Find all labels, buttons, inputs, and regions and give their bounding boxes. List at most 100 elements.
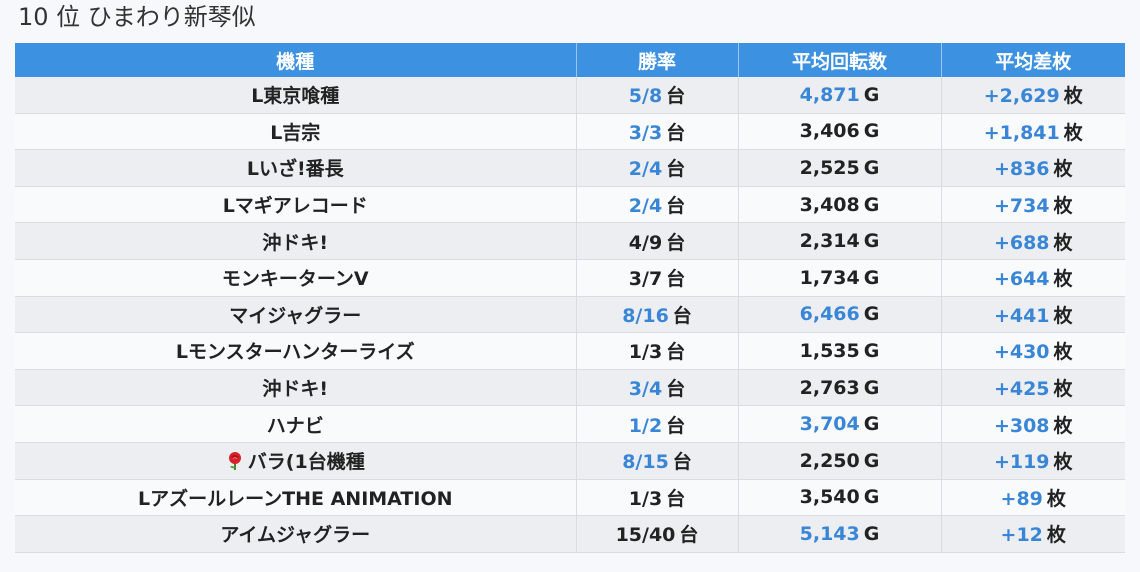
table-row[interactable]: ハナビ 1/2 台 3,704 G +308 枚 bbox=[15, 405, 1125, 443]
machine-name: 沖ドキ! bbox=[262, 231, 329, 254]
machine-name-cell[interactable]: LアズールレーンTHE ANIMATION bbox=[15, 479, 577, 517]
win-rate-unit: 台 bbox=[672, 304, 692, 327]
machine-name: 沖ドキ! bbox=[262, 378, 329, 401]
avg-diff-unit: 枚 bbox=[1053, 195, 1073, 218]
win-rate-unit: 台 bbox=[666, 268, 686, 291]
avg-spins-unit: G bbox=[863, 83, 880, 106]
avg-diff-cell: +836 枚 bbox=[941, 149, 1125, 187]
win-rate-unit: 台 bbox=[666, 158, 686, 181]
table-row[interactable]: Lいざ!番長 2/4 台 2,525 G +836 枚 bbox=[15, 149, 1125, 187]
avg-diff-unit: 枚 bbox=[1053, 341, 1073, 364]
avg-diff-value: +734 bbox=[993, 195, 1050, 218]
machine-name-cell[interactable]: 沖ドキ! bbox=[15, 222, 577, 260]
avg-spins-unit: G bbox=[863, 413, 880, 436]
machine-name-cell[interactable]: 沖ドキ! bbox=[15, 369, 577, 407]
avg-diff-value: +836 bbox=[993, 158, 1050, 181]
avg-diff-cell: +89 枚 bbox=[941, 479, 1125, 517]
table-row[interactable]: LアズールレーンTHE ANIMATION 1/3 台 3,540 G +89 枚 bbox=[15, 479, 1125, 517]
avg-spins-cell: 3,540 G bbox=[738, 479, 942, 517]
avg-spins-unit: G bbox=[863, 303, 880, 326]
win-rate-value: 1/3 bbox=[628, 487, 663, 510]
win-rate-cell: 1/3 台 bbox=[576, 332, 739, 370]
machine-name: バラ(1台機種 bbox=[247, 451, 365, 474]
table-row[interactable]: L吉宗 3/3 台 3,406 G +1,841 枚 bbox=[15, 113, 1125, 151]
table-row[interactable]: アイムジャグラー 15/40 台 5,143 G +12 枚 bbox=[15, 515, 1125, 553]
machine-name-cell[interactable]: Lいざ!番長 bbox=[15, 149, 577, 187]
avg-spins-unit: G bbox=[863, 449, 880, 472]
machine-name: L吉宗 bbox=[270, 121, 321, 144]
avg-diff-value: +119 bbox=[993, 451, 1050, 474]
machine-name: L東京喰種 bbox=[251, 85, 340, 108]
win-rate-unit: 台 bbox=[666, 487, 686, 510]
table-row[interactable]: マイジャグラー 8/16 台 6,466 G +441 枚 bbox=[15, 296, 1125, 334]
avg-spins-unit: G bbox=[863, 156, 880, 179]
table-row[interactable]: バラ(1台機種 8/15 台 2,250 G +119 枚 bbox=[15, 442, 1125, 480]
win-rate-value: 5/8 bbox=[628, 85, 663, 108]
avg-spins-unit: G bbox=[863, 193, 880, 216]
ranking-table: 機種 勝率 平均回転数 平均差枚 L東京喰種 5/8 台 4,871 G +2,629 枚 L… bbox=[15, 43, 1125, 553]
table-row[interactable]: 沖ドキ! 3/4 台 2,763 G +425 枚 bbox=[15, 369, 1125, 407]
avg-diff-cell: +119 枚 bbox=[941, 442, 1125, 480]
win-rate-value: 3/3 bbox=[628, 121, 663, 144]
avg-diff-value: +2,629 bbox=[983, 85, 1060, 108]
win-rate-unit: 台 bbox=[666, 121, 686, 144]
column-header-machine[interactable]: 機種 bbox=[15, 43, 577, 77]
win-rate-cell: 3/7 台 bbox=[576, 259, 739, 297]
machine-name-cell[interactable]: Lマギアレコード bbox=[15, 186, 577, 224]
avg-spins-value: 3,406 bbox=[799, 120, 860, 143]
win-rate-unit: 台 bbox=[666, 341, 686, 364]
avg-diff-unit: 枚 bbox=[1053, 304, 1073, 327]
table-row[interactable]: L東京喰種 5/8 台 4,871 G +2,629 枚 bbox=[15, 77, 1125, 114]
win-rate-cell: 3/4 台 bbox=[576, 369, 739, 407]
avg-diff-cell: +12 枚 bbox=[941, 515, 1125, 553]
avg-diff-value: +425 bbox=[993, 378, 1050, 401]
win-rate-value: 2/4 bbox=[628, 195, 663, 218]
table-row[interactable]: Lモンスターハンターライズ 1/3 台 1,535 G +430 枚 bbox=[15, 332, 1125, 370]
avg-spins-value: 1,734 bbox=[799, 266, 860, 289]
table-row[interactable]: 沖ドキ! 4/9 台 2,314 G +688 枚 bbox=[15, 222, 1125, 260]
avg-spins-cell: 3,406 G bbox=[738, 113, 942, 151]
machine-name-cell[interactable]: マイジャグラー bbox=[15, 296, 577, 334]
avg-diff-unit: 枚 bbox=[1053, 231, 1073, 254]
table-body: L東京喰種 5/8 台 4,871 G +2,629 枚 L吉宗 3/3 台 3,406 G +1,84… bbox=[15, 77, 1125, 553]
column-header-avg-diff[interactable]: 平均差枚 bbox=[941, 43, 1125, 77]
avg-diff-unit: 枚 bbox=[1053, 378, 1073, 401]
avg-spins-cell: 3,408 G bbox=[738, 186, 942, 224]
machine-name-cell[interactable]: L東京喰種 bbox=[15, 77, 577, 114]
avg-diff-unit: 枚 bbox=[1053, 158, 1073, 181]
machine-name-cell[interactable]: アイムジャグラー bbox=[15, 515, 577, 553]
avg-spins-unit: G bbox=[863, 120, 880, 143]
column-header-win-rate[interactable]: 勝率 bbox=[576, 43, 739, 77]
avg-diff-cell: +644 枚 bbox=[941, 259, 1125, 297]
avg-diff-value: +441 bbox=[993, 304, 1050, 327]
avg-spins-cell: 3,704 G bbox=[738, 405, 942, 443]
avg-spins-cell: 2,250 G bbox=[738, 442, 942, 480]
avg-spins-cell: 2,314 G bbox=[738, 222, 942, 260]
avg-spins-value: 5,143 bbox=[799, 522, 860, 545]
table-row[interactable]: Lマギアレコード 2/4 台 3,408 G +734 枚 bbox=[15, 186, 1125, 224]
column-header-avg-spins[interactable]: 平均回転数 bbox=[738, 43, 942, 77]
machine-name-cell[interactable]: モンキーターンV bbox=[15, 259, 577, 297]
machine-name-cell[interactable]: L吉宗 bbox=[15, 113, 577, 151]
avg-spins-unit: G bbox=[863, 339, 880, 362]
table-row[interactable]: モンキーターンV 3/7 台 1,734 G +644 枚 bbox=[15, 259, 1125, 297]
avg-spins-unit: G bbox=[863, 522, 880, 545]
avg-spins-unit: G bbox=[863, 486, 880, 509]
machine-name-cell[interactable]: ハナビ bbox=[15, 405, 577, 443]
avg-spins-value: 2,314 bbox=[799, 230, 860, 253]
avg-diff-unit: 枚 bbox=[1053, 451, 1073, 474]
avg-spins-cell: 1,734 G bbox=[738, 259, 942, 297]
avg-diff-cell: +1,841 枚 bbox=[941, 113, 1125, 151]
win-rate-value: 1/3 bbox=[628, 341, 663, 364]
avg-diff-value: +430 bbox=[993, 341, 1050, 364]
machine-name-cell[interactable]: Lモンスターハンターライズ bbox=[15, 332, 577, 370]
win-rate-cell: 2/4 台 bbox=[576, 149, 739, 187]
machine-name: ハナビ bbox=[266, 414, 324, 437]
win-rate-value: 2/4 bbox=[628, 158, 663, 181]
avg-diff-value: +308 bbox=[993, 414, 1050, 437]
machine-name: Lいざ!番長 bbox=[246, 158, 344, 181]
avg-diff-cell: +734 枚 bbox=[941, 186, 1125, 224]
machine-name-cell[interactable]: バラ(1台機種 bbox=[15, 442, 577, 480]
avg-spins-value: 2,763 bbox=[799, 376, 860, 399]
avg-spins-value: 1,535 bbox=[799, 339, 860, 362]
